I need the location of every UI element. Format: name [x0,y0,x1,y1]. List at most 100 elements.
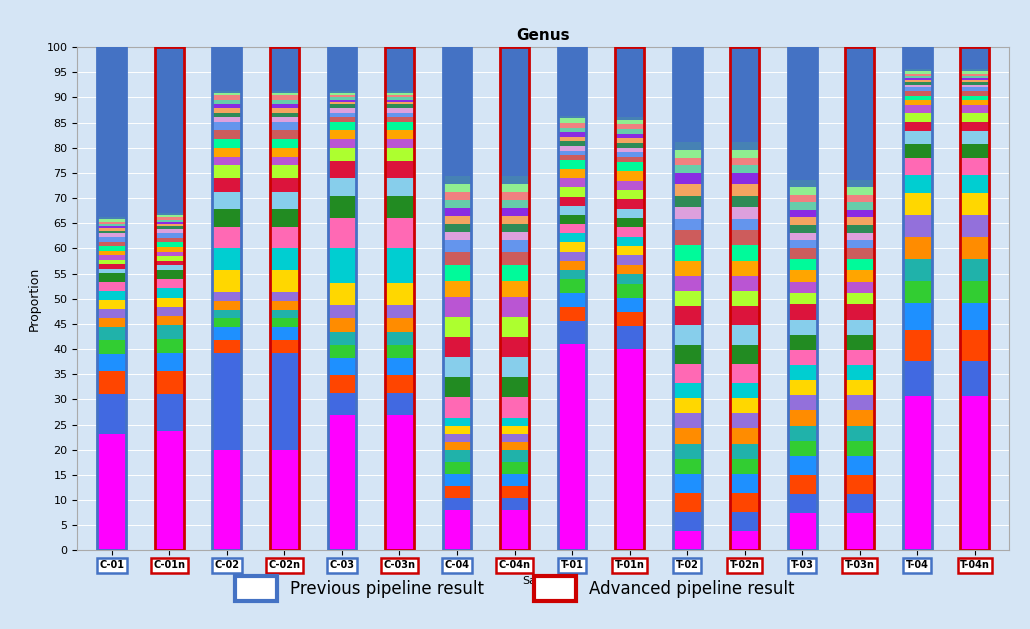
Bar [673,276,701,291]
Bar [154,47,183,550]
Bar [270,165,299,179]
Bar [673,443,701,459]
Bar [788,410,817,426]
Bar [961,281,989,303]
Bar [328,93,356,96]
Bar [961,78,989,81]
Bar [961,215,989,237]
Bar [961,72,989,74]
Bar [385,345,414,358]
Bar [903,215,932,237]
Bar [673,245,701,260]
Bar [788,304,817,320]
Bar [557,252,586,261]
Bar [673,398,701,413]
Bar [846,282,874,293]
Bar [615,118,644,120]
Bar [98,340,126,353]
Bar [961,47,989,69]
Bar [673,493,701,512]
Bar [903,237,932,259]
Bar [443,200,472,208]
Bar [501,377,529,398]
Bar [961,85,989,87]
Bar [730,165,759,173]
Bar [788,456,817,475]
Bar [730,143,759,150]
Bar [98,434,126,550]
Bar [212,148,241,157]
Bar [270,226,299,248]
Bar [615,274,644,284]
Bar [98,372,126,394]
Bar [846,47,874,180]
Bar [846,187,874,195]
Bar [730,443,759,459]
Bar [443,176,472,184]
Bar [557,215,586,224]
Bar [788,210,817,218]
Bar [615,125,644,129]
Bar [961,259,989,281]
Bar [903,330,932,360]
Bar [615,190,644,199]
Bar [501,216,529,225]
Bar [328,139,356,148]
Bar [328,99,356,102]
Bar [673,364,701,382]
Bar [270,96,299,99]
Bar [212,139,241,148]
Bar [903,193,932,215]
Bar [98,326,126,340]
Bar [730,512,759,532]
Bar [557,279,586,293]
Bar [788,195,817,203]
Bar [615,120,644,125]
Bar [788,365,817,380]
Bar [154,226,183,229]
Bar [730,47,759,550]
Bar [154,224,183,226]
Bar [385,331,414,345]
Bar [557,128,586,132]
Bar [212,270,241,292]
Bar [501,281,529,297]
Bar [615,152,644,157]
Bar [212,353,241,450]
Bar [154,256,183,261]
Bar [730,245,759,260]
Bar [212,309,241,318]
Bar [788,47,817,550]
Bar [730,230,759,245]
Bar [385,130,414,139]
Bar [903,396,932,550]
Bar [615,129,644,134]
Bar [154,233,183,238]
Bar [443,433,472,442]
Bar [154,270,183,279]
Bar [154,353,183,371]
Bar [673,47,701,550]
Bar [557,47,586,550]
Bar [961,237,989,259]
Bar [270,327,299,340]
Bar [501,297,529,317]
Bar [98,221,126,224]
Bar [328,96,356,97]
Bar [154,394,183,431]
Bar [98,291,126,300]
Bar [98,220,126,221]
Bar [501,418,529,426]
Bar [154,431,183,550]
Bar [557,343,586,550]
Bar [501,265,529,281]
Bar [615,209,644,218]
Bar [615,349,644,550]
Bar [846,240,874,248]
Bar [212,209,241,226]
Bar [961,47,989,550]
Bar [557,146,586,150]
Bar [270,209,299,226]
Bar [557,132,586,136]
Bar [961,91,989,96]
